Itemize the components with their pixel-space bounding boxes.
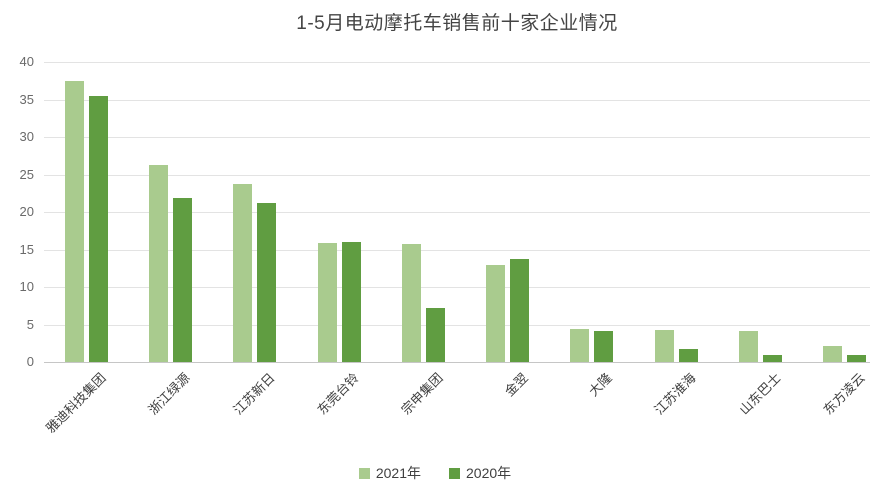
gridline-5	[44, 324, 870, 326]
bar-group-4: 东莞台铃	[297, 62, 381, 418]
bar-2020年-山东巴士	[763, 354, 783, 362]
x-category-label-8: 江苏淮海	[651, 370, 699, 418]
bars-layer: 雅迪科技集团 浙江绿源 江苏新日 东莞台铃 宗申集团 金翌 大隆 江苏淮海 山东巴士 东方凌云	[43, 62, 870, 436]
y-tick-label-30: 30	[19, 129, 34, 144]
y-tick-label-10: 10	[19, 279, 34, 294]
bar-2021年-雅迪科技集团	[64, 80, 84, 362]
y-tick-label-20: 20	[19, 204, 34, 219]
x-category-label-5: 宗申集团	[398, 370, 447, 418]
x-category-label-1: 雅迪科技集团	[43, 370, 109, 436]
bar-2020年-大隆	[594, 330, 614, 362]
legend-swatch-icon	[358, 467, 370, 479]
bar-2020年-金翌	[510, 258, 530, 362]
legend: 2021年 2020年	[0, 463, 870, 483]
y-tick-label-35: 35	[19, 91, 34, 107]
bar-2021年-江苏淮海	[654, 329, 674, 362]
gridline-20	[44, 212, 870, 213]
y-tick-label-0: 0	[26, 354, 34, 369]
bar-group-2: 浙江绿源	[128, 62, 212, 418]
bar-2020年-江苏淮海	[678, 349, 698, 362]
y-tick-label-15: 15	[19, 241, 34, 257]
bar-2021年-东莞台铃	[317, 242, 337, 362]
bar-2020年-东方凌云	[847, 354, 867, 362]
legend-label: 2020年	[466, 465, 512, 481]
bar-2020年-雅迪科技集团	[88, 95, 108, 362]
legend-item-2021年: 2021年	[358, 463, 421, 483]
gridline-40	[44, 62, 870, 63]
bar-group-10: 东方凌云	[803, 62, 870, 418]
bar-group-7: 大隆	[550, 62, 634, 399]
gridline-25	[44, 174, 870, 176]
x-category-label-10: 东方凌云	[820, 370, 868, 418]
x-category-label-6: 金翌	[501, 370, 531, 400]
legend-item-2020年: 2020年	[449, 463, 511, 483]
gridline-10	[44, 287, 870, 288]
gridline-0	[44, 362, 870, 363]
bar-2021年-山东巴士	[739, 330, 759, 362]
x-category-label-9: 山东巴士	[735, 370, 784, 418]
bar-group-3: 江苏新日	[213, 62, 297, 418]
bar-2020年-宗申集团	[425, 308, 445, 362]
bar-2020年-浙江绿源	[172, 197, 192, 362]
x-category-label-3: 江苏新日	[230, 370, 278, 418]
bar-group-5: 宗申集团	[381, 62, 465, 418]
legend-label: 2021年	[375, 465, 421, 481]
legend-swatch-icon	[449, 467, 460, 479]
y-tick-label-5: 5	[26, 316, 34, 332]
plot-area: 雅迪科技集团 浙江绿源 江苏新日 东莞台铃 宗申集团 金翌 大隆 江苏淮海 山东巴士 东方凌云	[43, 62, 870, 436]
x-category-label-4: 东莞台铃	[314, 370, 362, 418]
bar-2021年-宗申集团	[401, 243, 421, 362]
y-tick-label-40: 40	[19, 54, 34, 69]
bar-2020年-东莞台铃	[341, 242, 361, 362]
bar-2021年-东方凌云	[823, 346, 843, 362]
bar-group-1: 雅迪科技集团	[43, 62, 128, 436]
bar-2021年-江苏新日	[233, 183, 253, 362]
gridline-15	[44, 249, 870, 251]
gridline-30	[44, 137, 870, 138]
bar-2021年-浙江绿源	[148, 164, 168, 362]
x-category-label-2: 浙江绿源	[145, 370, 194, 418]
bar-group-8: 江苏淮海	[634, 62, 718, 418]
y-tick-label-25: 25	[19, 166, 34, 182]
chart-title: 1-5月电动摩托车销售前十家企业情况	[296, 13, 618, 34]
bar-2021年-金翌	[486, 264, 506, 362]
bar-2021年-大隆	[570, 329, 590, 362]
bar-2020年-江苏新日	[257, 203, 277, 362]
gridline-35	[44, 99, 870, 101]
x-category-label-7: 大隆	[585, 370, 615, 400]
bar-group-9: 山东巴士	[718, 62, 802, 418]
bar-group-6: 金翌	[465, 62, 549, 399]
